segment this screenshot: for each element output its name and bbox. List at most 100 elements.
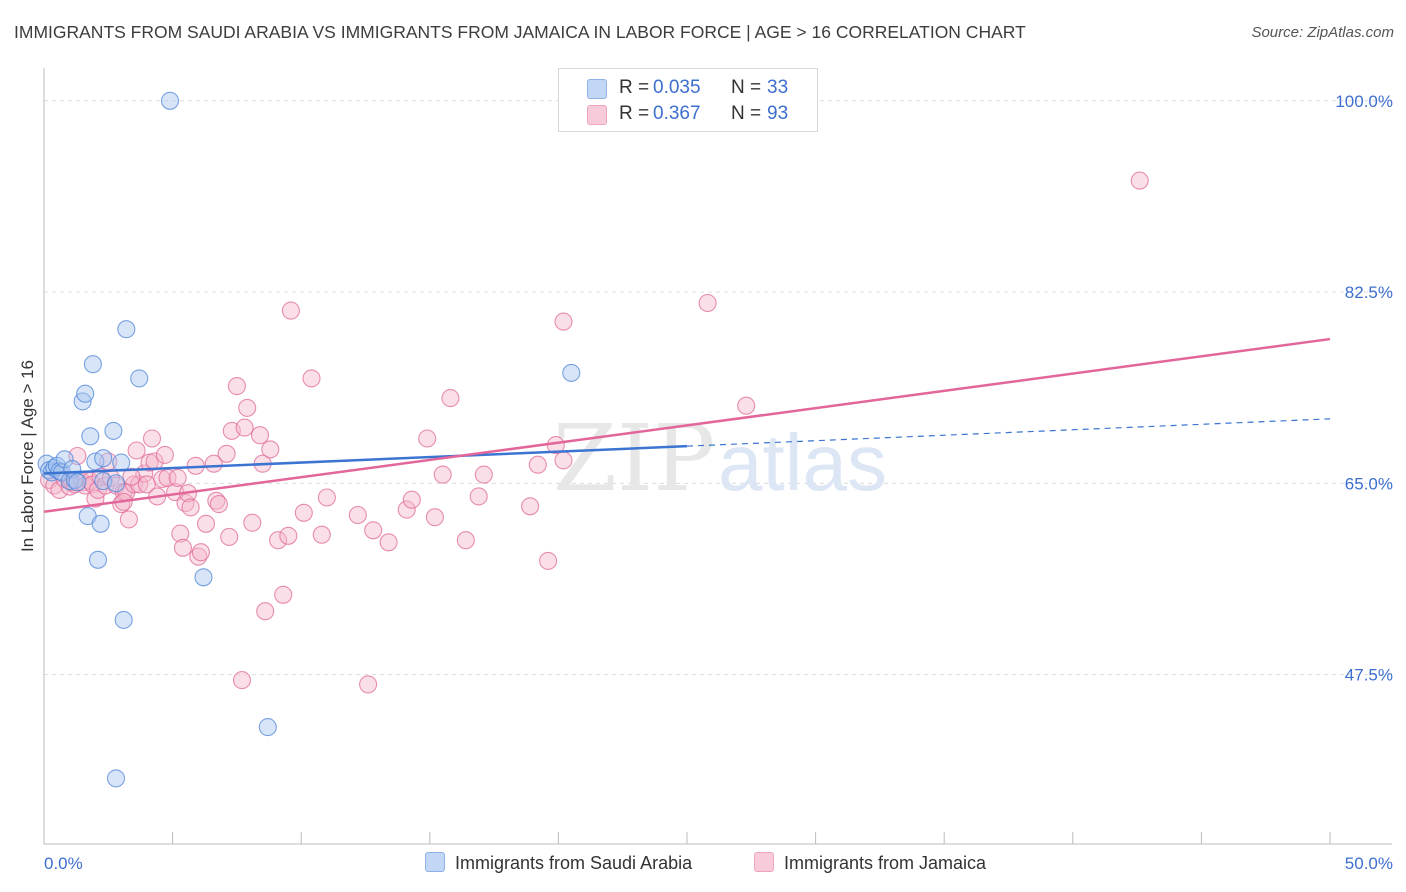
jamaica-point [127,441,146,460]
jamaica-point [294,503,313,522]
jamaica-point [1130,171,1149,190]
jamaica-point [554,451,573,470]
y-tick-label: 82.5% [1345,283,1393,302]
bottom-legend-label-saudi-arabia: Immigrants from Saudi Arabia [455,853,693,873]
jamaica-point [130,475,149,494]
bottom-legend-swatch-saudi-arabia [425,852,445,872]
jamaica-point [196,514,216,533]
saudi-arabia-point [258,718,277,737]
saudi-arabia-point [83,355,102,374]
legend-r-label: R = [619,103,650,124]
legend-swatch-jamaica [587,105,607,125]
y-axis-title: In Labor Force | Age > 16 [18,359,37,553]
jamaica-point [402,490,421,509]
jamaica-point [269,531,288,550]
watermark-atlas: atlas [718,418,887,507]
jamaica-point [698,293,717,313]
saudi-arabia-point [106,474,126,493]
watermark: ZIP atlas [553,405,887,512]
jamaica-point [274,585,293,604]
saudi-arabia-point [112,453,131,472]
jamaica-point [250,426,270,445]
y-tick-label: 100.0% [1335,92,1393,111]
jamaica-point [238,398,257,417]
jamaica-point [456,531,475,550]
jamaica-point [235,418,254,437]
jamaica-point [348,505,367,525]
legend-r-label: R = [619,77,650,98]
bottom-legend-label-jamaica: Immigrants from Jamaica [784,853,987,873]
jamaica-point [312,525,331,544]
y-tick-label: 65.0% [1345,474,1393,493]
legend-swatch-saudi-arabia [587,79,607,99]
jamaica-point [737,396,756,415]
legend-r-value-saudi-arabia: 0.035 [653,77,701,98]
y-tick-labels: 47.5% 65.0% 82.5% 100.0% [1335,92,1393,685]
jamaica-point [227,377,246,396]
saudi-arabia-trend-line [43,444,688,475]
jamaica-point [155,445,174,464]
jamaica-point [181,498,200,517]
legend-n-value-jamaica: 93 [767,103,789,124]
legend-n-label: N = [731,77,762,98]
jamaica-point [359,675,378,694]
saudi-arabia-point [88,550,108,569]
saudi-arabia-point [160,91,180,110]
jamaica-point [397,500,416,519]
jamaica-point [168,468,187,487]
jamaica-point [281,301,300,320]
saudi-arabia-point [130,369,149,388]
jamaica-point [204,454,223,473]
jamaica-point [173,538,192,557]
jamaica-point [119,510,138,529]
jamaica-point [191,543,210,562]
jamaica-point [469,487,488,506]
jamaica-point [317,488,336,507]
jamaica-point [433,465,452,484]
jamaica-point [364,521,383,540]
jamaica-point [232,671,252,690]
jamaica-point [528,455,547,474]
jamaica-point [207,491,226,510]
legend-r-value-jamaica: 0.367 [653,103,701,124]
bottom-legend-jamaica: Immigrants from Jamaica [754,852,986,876]
y-tick-label: 47.5% [1345,666,1393,685]
jamaica-point [243,513,262,532]
x-tick-label-max: 50.0% [1345,854,1393,873]
jamaica-point [379,533,398,552]
jamaica-point [418,429,437,448]
jamaica-point [539,551,558,570]
jamaica-point [171,524,190,543]
gridlines [44,100,1392,676]
bottom-legend-saudi-arabia: Immigrants from Saudi Arabia [425,852,692,876]
jamaica-point [261,440,280,459]
correlation-legend: R = 0.035 N = 33 R = 0.367 N = 93 [558,68,818,132]
saudi-arabia-points [37,91,581,788]
saudi-arabia-trend-extension [686,418,1331,447]
jamaica-point [554,312,573,331]
jamaica-point [122,467,141,486]
x-tick-labels: 0.0% 50.0% [44,854,1393,873]
saudi-arabia-point [81,427,100,446]
jamaica-point [441,389,460,408]
saudi-arabia-point [94,449,113,468]
jamaica-point [217,444,236,463]
trend-lines [43,337,1331,513]
x-tick-label-min: 0.0% [44,854,83,873]
source-label: Source: ZipAtlas.com [1251,24,1394,41]
saudi-arabia-point [76,384,95,403]
jamaica-point [83,475,102,494]
chart-title: IMMIGRANTS FROM SAUDI ARABIA VS IMMIGRAN… [14,22,1026,42]
jamaica-point [474,465,493,484]
bottom-legend-swatch-jamaica [754,852,774,872]
jamaica-point [279,526,298,545]
saudi-arabia-point [104,421,123,440]
jamaica-point [209,495,228,514]
saudi-arabia-point [55,450,74,469]
jamaica-point [425,508,444,527]
saudi-arabia-point [194,568,213,587]
saudi-arabia-point [106,769,126,788]
saudi-arabia-point [68,473,87,492]
saudi-arabia-point [117,320,136,339]
